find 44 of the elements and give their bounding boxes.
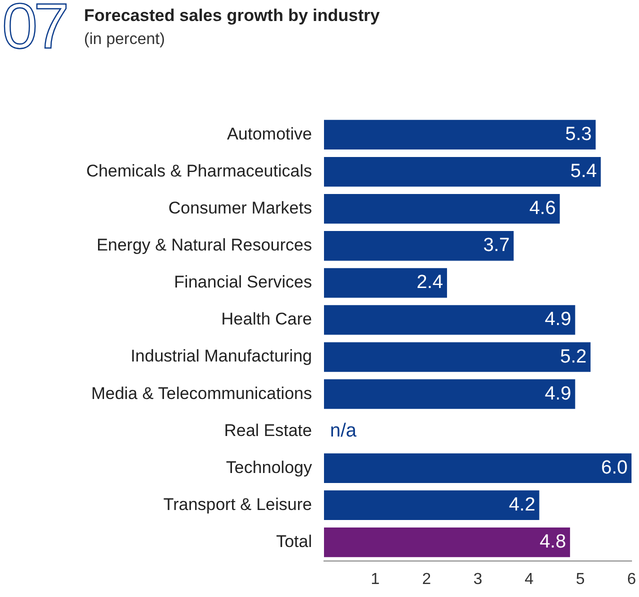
- bar: [324, 305, 576, 335]
- x-tick-label: 4: [524, 570, 534, 588]
- y-tick-label: Transport & Leisure: [163, 494, 312, 514]
- y-tick-label: Consumer Markets: [168, 198, 312, 218]
- data-label: 5.2: [560, 346, 587, 368]
- data-label: 3.7: [483, 235, 510, 256]
- bar: [324, 194, 560, 224]
- y-tick-label: Industrial Manufacturing: [130, 346, 312, 366]
- data-label: 5.3: [565, 124, 592, 145]
- y-tick-label: Chemicals & Pharmaceuticals: [86, 161, 312, 180]
- data-label: 5.4: [570, 161, 598, 182]
- x-tick-label: 3: [473, 570, 482, 588]
- text: 07: [2, 0, 66, 62]
- text: (in percent): [84, 31, 165, 49]
- chart-title: Forecasted sales growth by industry: [84, 6, 380, 26]
- x-tick-label: 1: [370, 570, 380, 588]
- data-label: 4.9: [544, 383, 572, 404]
- data-label: 4.9: [544, 309, 572, 330]
- data-label: 4.8: [540, 532, 566, 553]
- data-label: 6.0: [601, 457, 628, 478]
- y-tick-label: Total: [276, 532, 312, 551]
- y-tick-label: Real Estate: [224, 420, 312, 440]
- bar: [324, 453, 632, 483]
- y-tick-label: Energy & Natural Resources: [96, 236, 312, 255]
- data-label: 4.2: [508, 494, 536, 516]
- data-label: 4.6: [529, 198, 556, 220]
- y-tick-label: Technology: [226, 458, 312, 477]
- y-tick-label: Financial Services: [174, 272, 312, 292]
- y-tick-label: Health Care: [221, 310, 312, 329]
- data-label: 2.4: [416, 272, 444, 294]
- x-tick-label: 2: [422, 570, 432, 588]
- bar: [324, 342, 591, 372]
- y-tick-label: Media & Telecommunications: [91, 384, 312, 403]
- bar: [324, 156, 601, 187]
- bar: [324, 527, 570, 558]
- x-tick-label: 5: [576, 570, 585, 588]
- x-tick-label: 6: [627, 570, 636, 588]
- y-tick-label: Automotive: [226, 124, 312, 144]
- bar: [324, 379, 576, 409]
- bar: [324, 120, 596, 150]
- bar: [324, 490, 540, 520]
- bar: [324, 268, 448, 298]
- text: n/a: [330, 420, 356, 442]
- bar: [324, 231, 514, 261]
